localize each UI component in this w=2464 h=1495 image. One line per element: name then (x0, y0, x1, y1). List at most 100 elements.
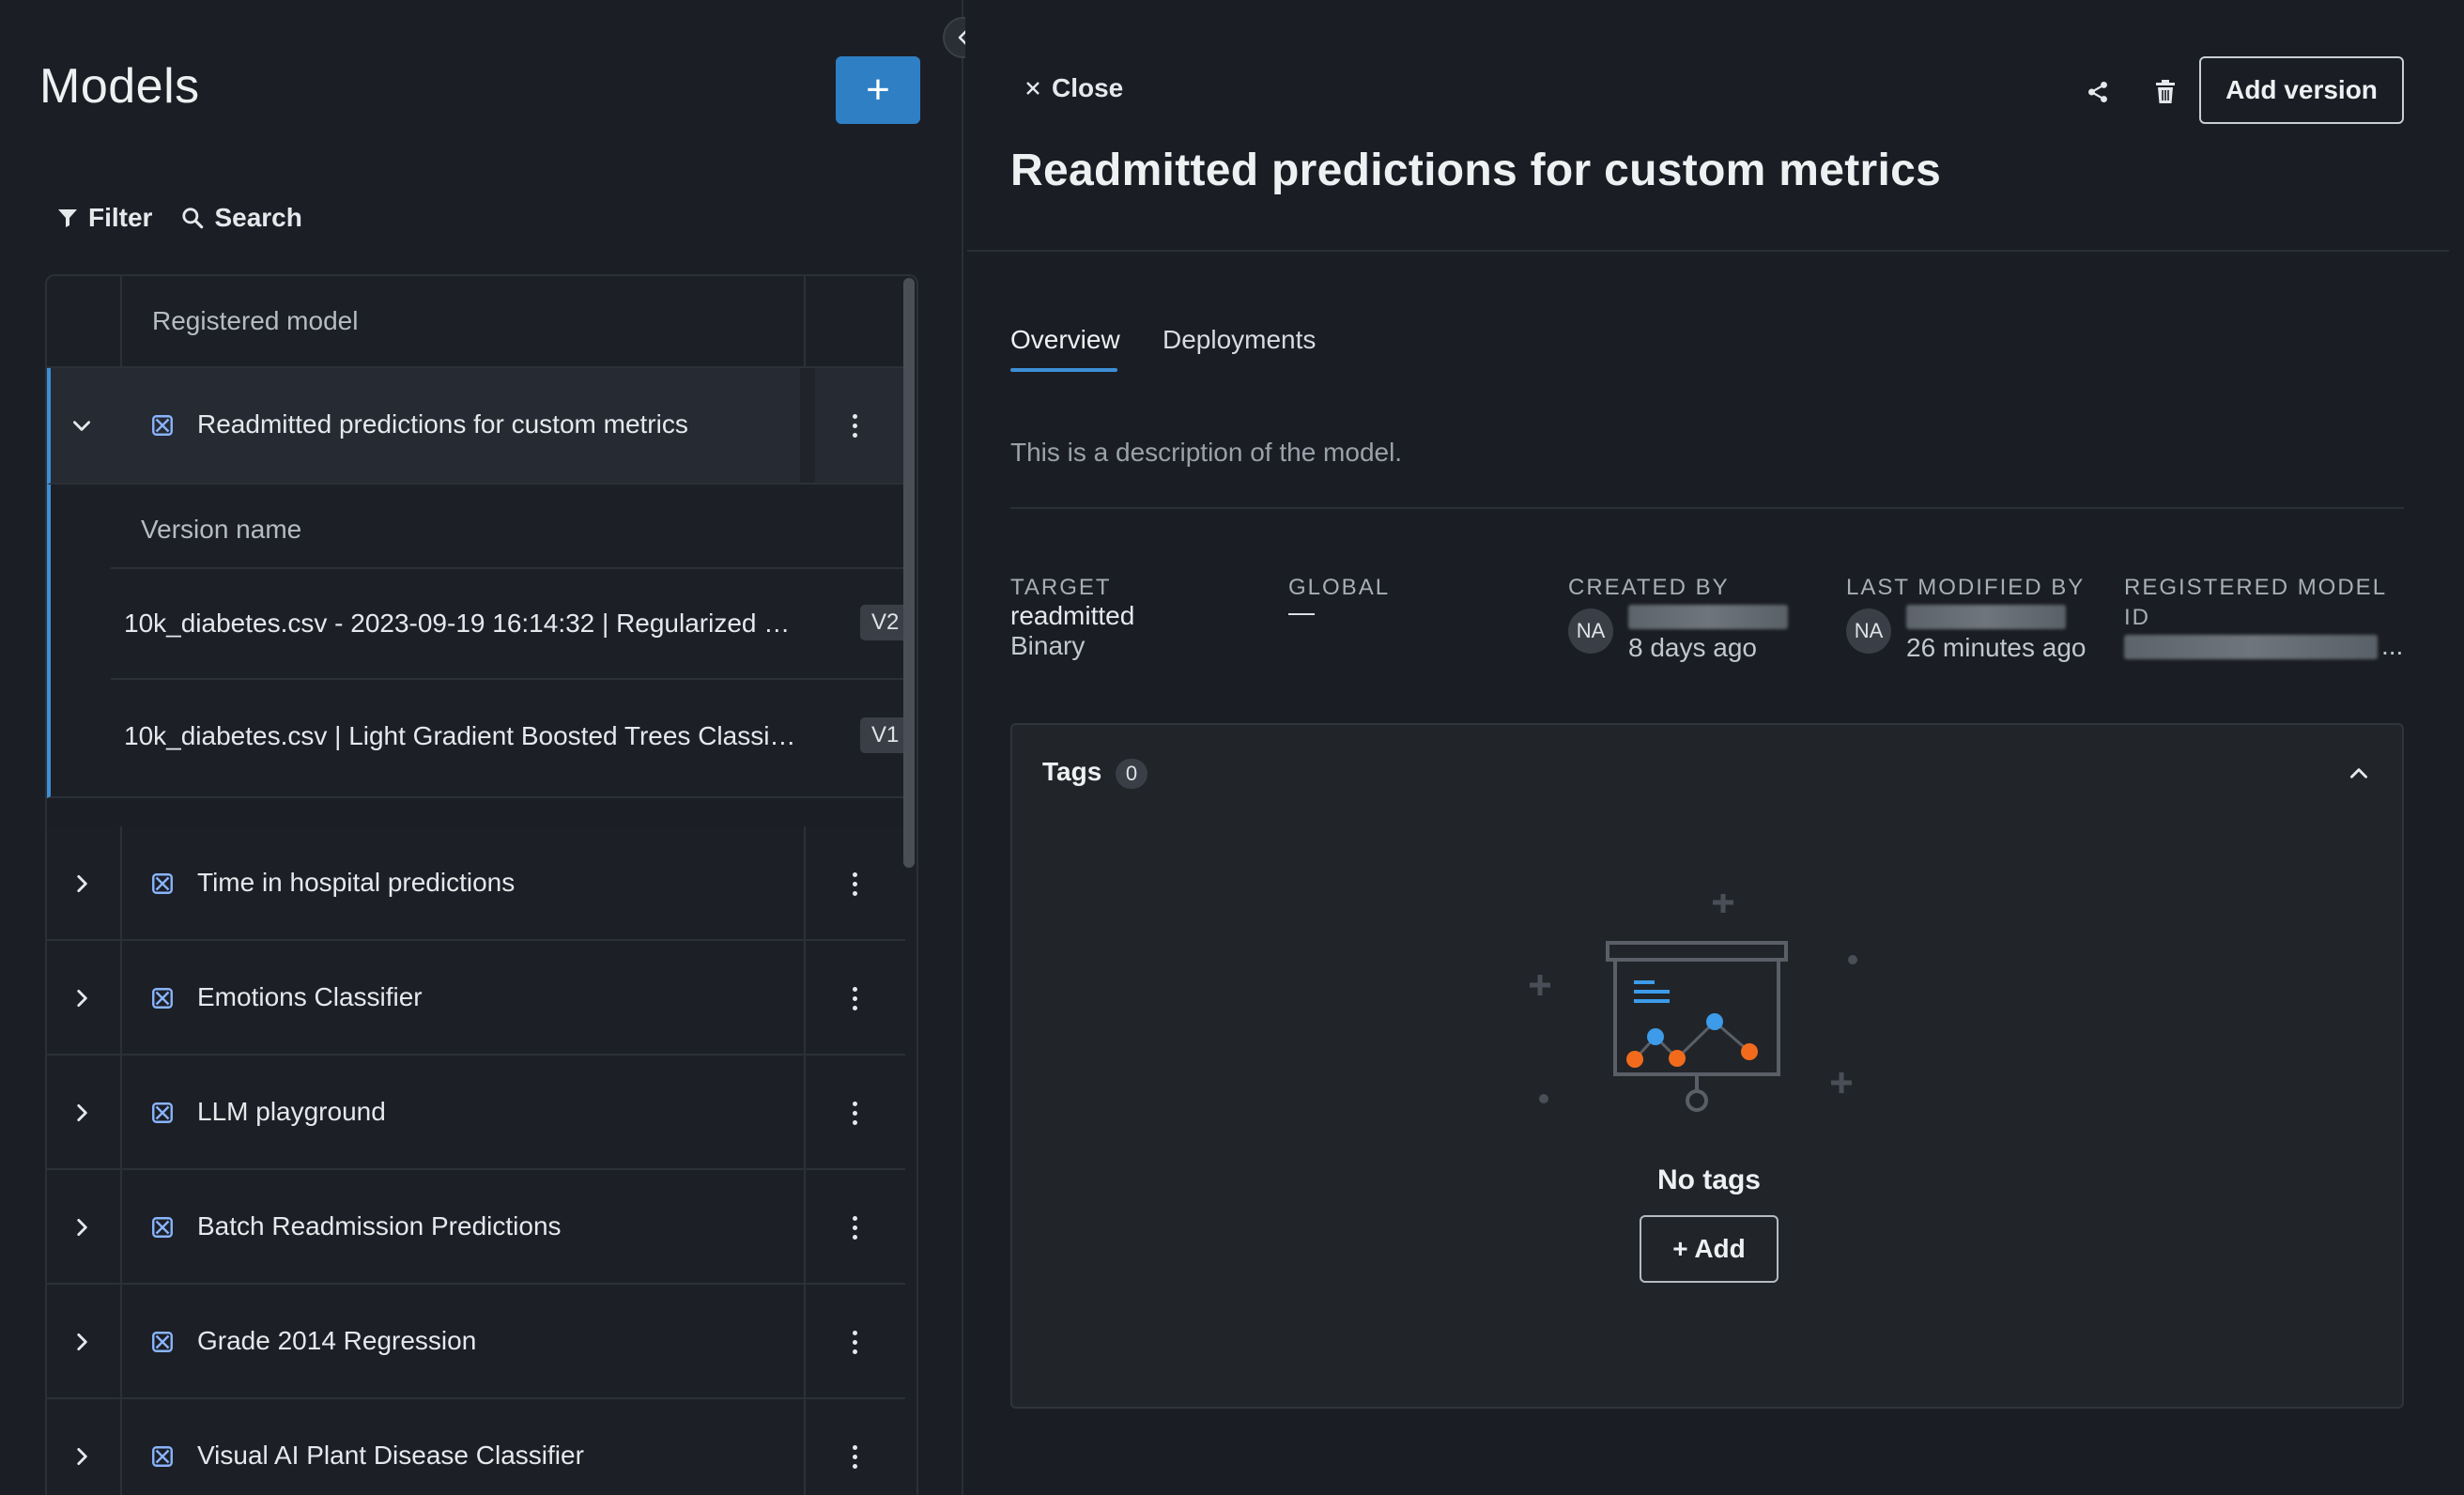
table-row[interactable]: Time in hospital predictions (47, 826, 905, 941)
filter-icon (58, 209, 77, 227)
version-row[interactable]: 10k_diabetes.csv | Light Gradient Booste… (111, 682, 911, 793)
close-button[interactable]: Close (1024, 73, 1123, 103)
search-icon (182, 208, 204, 229)
table-row[interactable]: LLM playground (47, 1056, 905, 1170)
table-row[interactable]: Batch Readmission Predictions (47, 1170, 905, 1285)
trash-icon (2156, 80, 2175, 103)
avatar: NA (1846, 609, 1891, 654)
chevron-up-icon[interactable] (2344, 759, 2374, 789)
version-row[interactable]: 10k_diabetes.csv - 2023-09-19 16:14:32 |… (111, 569, 911, 680)
registered-model-id-label: REGISTERED MODEL ID (2124, 573, 2387, 633)
kebab-icon[interactable] (843, 408, 866, 443)
chevron-right-icon[interactable] (68, 1328, 96, 1356)
registered-model-id-label-line: ID (2124, 605, 2150, 630)
kebab-icon[interactable] (843, 1439, 866, 1474)
target-value: readmitted (1010, 601, 1135, 630)
created-by-label: CREATED BY (1568, 575, 1730, 600)
list-toolbar: Filter Search (56, 203, 302, 233)
redacted-user-name (1906, 605, 2066, 629)
column-divider (800, 368, 815, 483)
created-by-time: 8 days ago (1628, 633, 1757, 662)
model-icon (152, 988, 173, 1009)
add-model-button[interactable]: + (836, 56, 920, 124)
chevron-right-icon[interactable] (68, 1099, 96, 1127)
column-divider (120, 276, 122, 368)
kebab-icon[interactable] (843, 1324, 866, 1360)
global-label: GLOBAL (1288, 575, 1391, 600)
model-icon (152, 873, 173, 894)
row-label: Emotions Classifier (197, 982, 423, 1011)
model-icon (152, 415, 173, 436)
table-header: Registered model (47, 276, 905, 368)
tags-title: Tags (1042, 757, 1102, 786)
row-label: LLM playground (197, 1097, 386, 1126)
empty-state-illustration (1530, 894, 1857, 1112)
versions-header: Version name (111, 485, 909, 569)
version-name-header: Version name (141, 515, 302, 544)
column-divider (120, 826, 122, 939)
filter-button[interactable]: Filter (56, 203, 152, 233)
table-row[interactable]: Grade 2014 Regression (47, 1285, 905, 1399)
divider (1010, 507, 2404, 509)
kebab-icon[interactable] (843, 866, 866, 902)
column-divider (120, 941, 122, 1054)
add-version-button[interactable]: Add version (2199, 56, 2404, 124)
delete-button[interactable] (2147, 71, 2184, 113)
column-divider (804, 276, 806, 368)
version-name: 10k_diabetes.csv - 2023-09-19 16:14:32 |… (124, 609, 800, 638)
share-button[interactable] (2079, 73, 2117, 111)
tags-count-badge: 0 (1116, 759, 1147, 789)
search-button[interactable]: Search (180, 203, 302, 233)
chevron-right-icon[interactable] (68, 870, 96, 898)
column-divider (804, 1285, 806, 1397)
model-description: This is a description of the model. (1010, 438, 1403, 467)
model-icon (152, 1102, 173, 1123)
column-divider (120, 1056, 122, 1168)
model-icon (152, 1217, 173, 1238)
last-modified-time: 26 minutes ago (1906, 633, 2087, 662)
table-row[interactable]: Emotions Classifier (47, 941, 905, 1056)
scrollbar[interactable] (903, 278, 915, 868)
search-label: Search (214, 203, 302, 232)
row-label: Time in hospital predictions (197, 868, 516, 897)
model-id-ellipsis: ... (2381, 631, 2404, 660)
model-icon (152, 1446, 173, 1467)
version-badge: V1 (860, 717, 911, 753)
model-title: Readmitted predictions for custom metric… (1010, 146, 1942, 195)
row-label: Grade 2014 Regression (197, 1326, 477, 1355)
versions-list: Version name 10k_diabetes.csv - 2023-09-… (47, 485, 911, 798)
row-group-spacer (47, 798, 905, 826)
global-value: — (1288, 597, 1315, 626)
chevron-down-icon[interactable] (68, 411, 96, 439)
chevron-right-icon[interactable] (68, 984, 96, 1012)
tags-card: Tags 0 No tags + Add (1010, 723, 2404, 1409)
chevron-left-icon (958, 29, 968, 46)
models-table: Registered model Readmitted predictions … (45, 274, 918, 1495)
column-divider (120, 1170, 122, 1283)
tab-deployments[interactable]: Deployments (1163, 325, 1317, 354)
kebab-icon[interactable] (843, 980, 866, 1016)
share-icon (2088, 81, 2107, 103)
table-row-expanded[interactable]: Readmitted predictions for custom metric… (47, 368, 905, 485)
column-header-registered-model: Registered model (152, 306, 359, 335)
column-divider (804, 1170, 806, 1283)
kebab-icon[interactable] (843, 1095, 866, 1131)
version-badge: V2 (860, 605, 911, 640)
models-panel: Models + Filter Search Registered model … (0, 0, 963, 1495)
row-label: Visual AI Plant Disease Classifier (197, 1441, 584, 1470)
empty-state-text: No tags (1656, 1164, 1761, 1195)
tab-overview[interactable]: Overview (1010, 325, 1120, 354)
avatar: NA (1568, 609, 1613, 654)
column-divider (120, 1285, 122, 1397)
close-label: Close (1052, 73, 1124, 102)
chevron-right-icon[interactable] (68, 1442, 96, 1471)
filter-label: Filter (88, 203, 153, 232)
version-name: 10k_diabetes.csv | Light Gradient Booste… (124, 721, 800, 750)
close-icon (1026, 82, 1040, 95)
active-tab-indicator (1010, 368, 1117, 372)
add-tag-button[interactable]: + Add (1640, 1215, 1779, 1283)
last-modified-label: LAST MODIFIED BY (1846, 575, 2086, 600)
chevron-right-icon[interactable] (68, 1213, 96, 1241)
kebab-icon[interactable] (843, 1210, 866, 1245)
table-row[interactable]: Visual AI Plant Disease Classifier (47, 1399, 905, 1495)
